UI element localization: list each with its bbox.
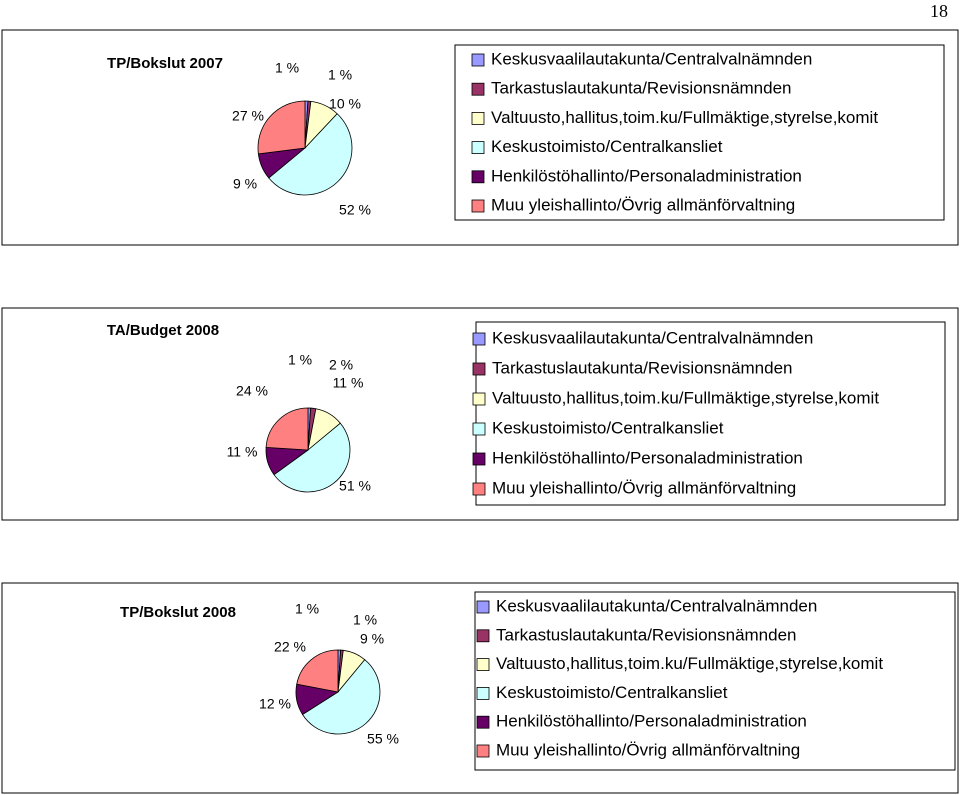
legend-label: Keskustoimisto/Centralkansliet [491, 137, 723, 156]
legend-swatch [471, 141, 485, 155]
slice-label: 1 % [328, 67, 352, 83]
legend-label: Valtuusto,hallitus,toim.ku/Fullmäktige,s… [496, 654, 883, 673]
chart-title: TP/Bokslut 2008 [120, 604, 236, 621]
legend-swatch [471, 82, 485, 96]
pie-slice [296, 649, 339, 693]
legend-swatch [472, 452, 486, 466]
legend-label: Keskusvaalilautakunta/Centralvalnämnden [492, 328, 813, 347]
legend-swatch [472, 482, 486, 496]
legend-swatch [476, 744, 490, 758]
legend-label: Keskustoimisto/Centralkansliet [496, 683, 728, 702]
legend-frame [475, 321, 946, 506]
legend-label: Keskusvaalilautakunta/Centralvalnämnden [491, 49, 812, 68]
slice-label: 10 % [329, 96, 361, 112]
slice-label: 1 % [353, 612, 377, 628]
legend-swatch [471, 112, 485, 125]
page-number: 18 [930, 1, 948, 21]
slice-label: 11 % [333, 375, 364, 391]
slice-label: 27 % [232, 108, 264, 124]
legend-label: Henkilöstöhallinto/Personaladministratio… [491, 166, 802, 185]
slice-label: 12 % [259, 696, 291, 712]
legend-label: Tarkastuslautakunta/Revisionsnämnden [492, 358, 793, 377]
legend-swatch [472, 422, 486, 436]
legend-frame [454, 44, 945, 221]
slice-label: 2 % [329, 357, 353, 373]
pie-slice [273, 422, 351, 493]
legend-swatch [476, 600, 490, 614]
slice-label: 9 % [233, 176, 257, 192]
pie-slice [268, 113, 353, 196]
slice-label: 24 % [236, 383, 268, 399]
legend-label: Henkilöstöhallinto/Personaladministratio… [496, 712, 807, 731]
legend-swatch [471, 53, 485, 67]
slice-label: 52 % [339, 202, 371, 218]
legend-swatch [476, 629, 490, 643]
chart-title: TP/Bokslut 2007 [107, 55, 223, 72]
legend-swatch [471, 170, 485, 184]
legend-swatch [476, 658, 490, 671]
slice-label: 1 % [288, 352, 312, 368]
legend-swatch [472, 392, 486, 406]
slice-label: 1 % [275, 60, 299, 76]
pie-slice [257, 100, 306, 155]
legend-label: Valtuusto,hallitus,toim.ku/Fullmäktige,s… [492, 388, 879, 407]
slice-label: 51 % [339, 478, 371, 494]
legend-label: Muu yleishallinto/Övrig allmänförvaltnin… [492, 478, 796, 497]
pie-slice [301, 659, 381, 735]
slice-label: 11 % [227, 444, 258, 460]
legend-label: Muu yleishallinto/Övrig allmänförvaltnin… [496, 740, 800, 759]
slice-label: 55 % [367, 731, 399, 747]
slice-label: 9 % [360, 631, 384, 647]
legend-label: Keskustoimisto/Centralkansliet [492, 418, 724, 437]
legend-swatch [471, 199, 485, 213]
legend-swatch [476, 687, 490, 700]
legend-swatch [472, 332, 486, 346]
legend-swatch [476, 715, 490, 729]
legend-label: Valtuusto,hallitus,toim.ku/Fullmäktige,s… [491, 108, 878, 127]
legend-label: Henkilöstöhallinto/Personaladministratio… [492, 448, 803, 467]
legend-frame [474, 591, 956, 771]
pie-slice [265, 407, 309, 451]
legend-label: Tarkastuslautakunta/Revisionsnämnden [491, 79, 792, 98]
legend-label: Tarkastuslautakunta/Revisionsnämnden [496, 625, 797, 644]
chart-title: TA/Budget 2008 [107, 322, 219, 339]
slice-label: 22 % [274, 639, 306, 655]
legend-label: Muu yleishallinto/Övrig allmänförvaltnin… [491, 195, 795, 214]
legend-label: Keskusvaalilautakunta/Centralvalnämnden [496, 596, 817, 615]
legend-swatch [472, 362, 486, 376]
slice-label: 1 % [295, 601, 319, 617]
